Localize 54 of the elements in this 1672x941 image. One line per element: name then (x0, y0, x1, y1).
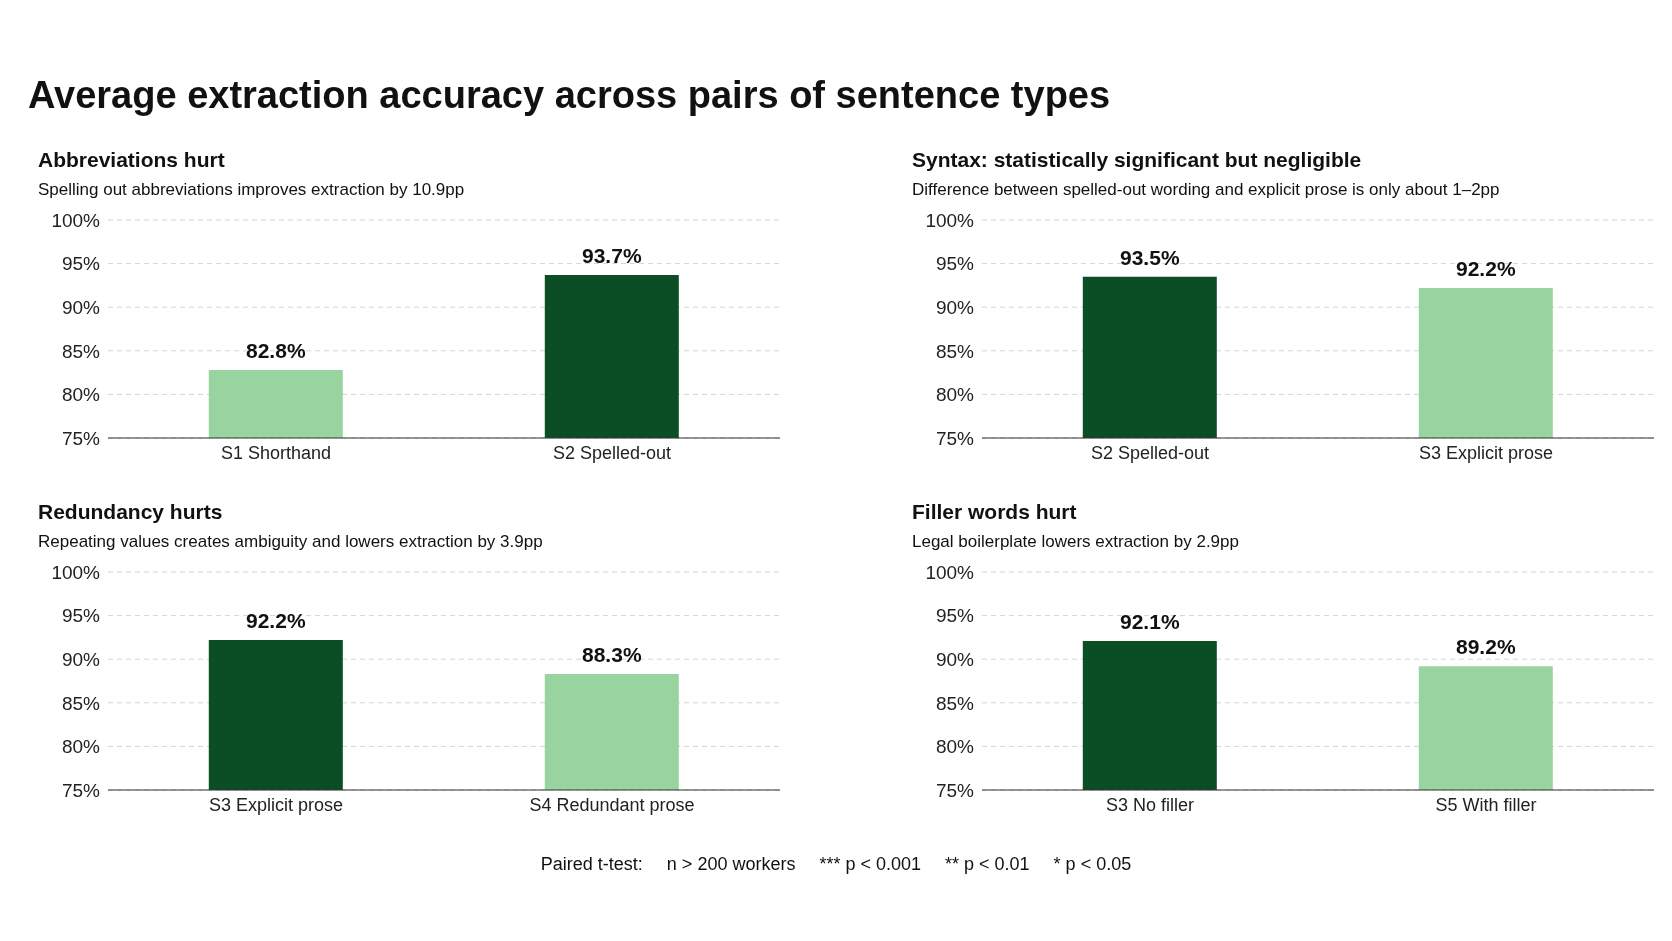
chart-subtitle: Spelling out abbreviations improves extraction by 10.9pp (38, 180, 466, 200)
y-tick-label: 100% (51, 561, 101, 583)
y-tick-label: 90% (61, 296, 101, 318)
chart-title: Syntax: statistically significant but negligible (912, 148, 1363, 172)
y-tick-label: 85% (61, 692, 101, 714)
y-tick-label: 95% (61, 605, 101, 627)
y-tick-label: 80% (61, 736, 101, 758)
chart-subtitle: Legal boilerplate lowers extraction by 2.9pp (912, 532, 1240, 552)
y-tick-label: 95% (935, 253, 975, 275)
x-tick-label: S2 Spelled-out (1090, 442, 1210, 463)
y-tick-label: 85% (935, 692, 975, 714)
y-tick-label: 75% (935, 779, 975, 801)
y-tick-label: 95% (935, 605, 975, 627)
data-label: 88.3% (582, 643, 642, 667)
text: *** p < 0.001 (819, 854, 922, 875)
data-label: 92.1% (1120, 609, 1180, 633)
data-label: 93.7% (582, 243, 642, 267)
y-tick-label: 85% (61, 340, 101, 362)
y-tick-label: 75% (935, 427, 975, 449)
text: n > 200 workers (666, 854, 796, 875)
y-tick-label: 85% (935, 340, 975, 362)
y-tick-label: 90% (935, 648, 975, 670)
y-tick-label: 75% (61, 427, 101, 449)
text: Paired t-test: (540, 854, 643, 875)
y-tick-label: 100% (925, 561, 975, 583)
chart-title: Redundancy hurts (38, 500, 224, 524)
data-label: 92.2% (246, 609, 306, 633)
y-tick-label: 100% (925, 209, 975, 231)
y-tick-label: 80% (935, 736, 975, 758)
chart-subtitle: Repeating values creates ambiguity and lowers extraction by 3.9pp (38, 532, 544, 552)
x-tick-label: S3 No filler (1105, 794, 1195, 815)
x-tick-label: S2 Spelled-out (552, 442, 672, 463)
y-tick-label: 90% (61, 648, 101, 670)
x-tick-label: S1 Shorthand (220, 442, 332, 463)
y-tick-label: 80% (61, 384, 101, 406)
data-label: 92.2% (1456, 257, 1516, 281)
y-tick-label: 80% (935, 384, 975, 406)
chart-title: Abbreviations hurt (38, 148, 226, 172)
x-tick-label: S5 With filler (1435, 794, 1537, 815)
data-label: 89.2% (1456, 635, 1516, 659)
y-tick-label: 95% (61, 253, 101, 275)
y-tick-label: 90% (935, 296, 975, 318)
text: ** p < 0.01 (945, 854, 1030, 875)
x-tick-label: S3 Explicit prose (1418, 442, 1554, 463)
data-label: 93.5% (1120, 245, 1180, 269)
chart-title: Filler words hurt (912, 500, 1078, 524)
x-tick-label: S3 Explicit prose (208, 794, 344, 815)
x-tick-label: S4 Redundant prose (529, 794, 695, 815)
text: Average extraction accuracy across pairs of sentence types (28, 74, 1111, 117)
chart-subtitle: Difference between spelled-out wording and explicit prose is only about 1–2pp (912, 180, 1501, 200)
y-tick-label: 100% (51, 209, 101, 231)
text: * p < 0.05 (1053, 854, 1132, 875)
y-tick-label: 75% (61, 779, 101, 801)
data-label: 82.8% (246, 338, 306, 362)
